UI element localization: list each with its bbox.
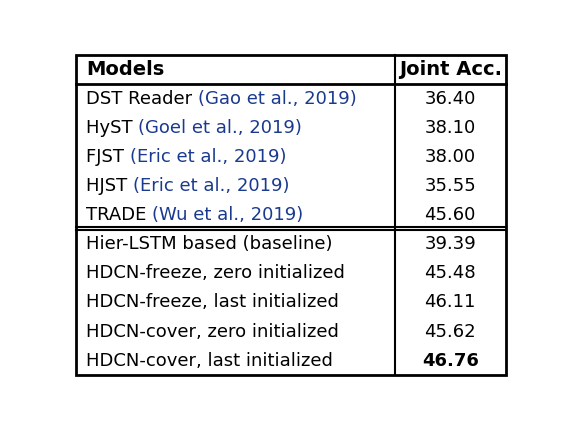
Text: HDCN-freeze, last initialized: HDCN-freeze, last initialized [86, 294, 339, 311]
Text: HDCN-freeze, zero initialized: HDCN-freeze, zero initialized [86, 265, 345, 282]
Text: (Goel et al., 2019): (Goel et al., 2019) [139, 119, 302, 137]
Text: HJST: HJST [86, 177, 133, 195]
Text: 36.40: 36.40 [424, 90, 476, 108]
Text: (Wu et al., 2019): (Wu et al., 2019) [152, 206, 303, 224]
Text: TRADE: TRADE [86, 206, 152, 224]
Text: 38.10: 38.10 [425, 119, 476, 137]
Text: 35.55: 35.55 [424, 177, 476, 195]
Text: 39.39: 39.39 [424, 235, 476, 253]
Text: Joint Acc.: Joint Acc. [399, 60, 502, 79]
Text: Hier-LSTM based (baseline): Hier-LSTM based (baseline) [86, 235, 332, 253]
Text: 38.00: 38.00 [425, 148, 476, 166]
Text: 46.76: 46.76 [422, 351, 479, 370]
Text: DST Reader: DST Reader [86, 90, 198, 108]
Text: FJST: FJST [86, 148, 130, 166]
Text: (Eric et al., 2019): (Eric et al., 2019) [130, 148, 286, 166]
Text: 45.60: 45.60 [424, 206, 476, 224]
Text: HDCN-cover, zero initialized: HDCN-cover, zero initialized [86, 322, 339, 340]
Text: HyST: HyST [86, 119, 139, 137]
Text: 45.48: 45.48 [424, 265, 476, 282]
Text: (Gao et al., 2019): (Gao et al., 2019) [198, 90, 357, 108]
Text: 45.62: 45.62 [424, 322, 476, 340]
Text: Models: Models [86, 60, 164, 79]
Text: (Eric et al., 2019): (Eric et al., 2019) [133, 177, 290, 195]
Text: HDCN-cover, last initialized: HDCN-cover, last initialized [86, 351, 333, 370]
Text: 46.11: 46.11 [424, 294, 476, 311]
